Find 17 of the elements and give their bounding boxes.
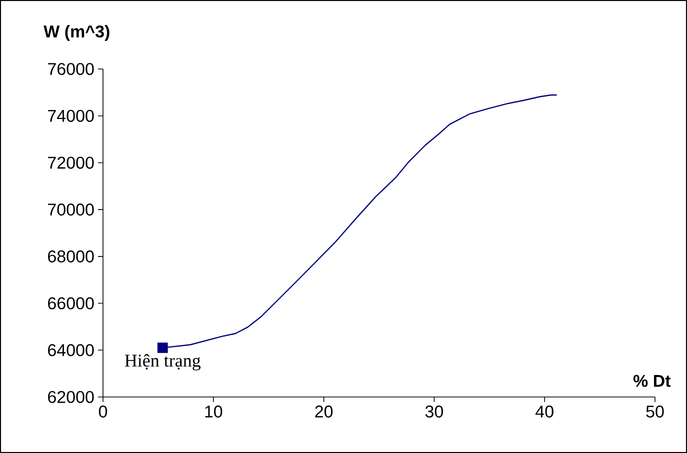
y-axis-title: W (m^3): [44, 25, 110, 41]
x-tick-label: 30: [425, 406, 443, 418]
x-tick-label: 50: [646, 406, 664, 418]
x-tick-label: 20: [315, 406, 333, 418]
y-tick-label: 70000: [48, 204, 94, 216]
x-axis-title: % Dt: [633, 374, 671, 387]
x-tick-label: 10: [205, 406, 222, 418]
y-tick-label: 66000: [48, 297, 94, 310]
y-tick-label: 64000: [48, 344, 94, 356]
y-tick-label: 68000: [48, 250, 94, 262]
y-tick-label: 72000: [48, 156, 94, 169]
x-tick-label: 40: [536, 406, 554, 418]
annotation: Hiện trạng: [124, 354, 201, 370]
y-tick-label: 62000: [48, 390, 94, 404]
y-tick-label: 74000: [48, 110, 94, 122]
y-tick-label: 76000: [48, 62, 94, 76]
x-tick-label: 0: [98, 406, 108, 418]
